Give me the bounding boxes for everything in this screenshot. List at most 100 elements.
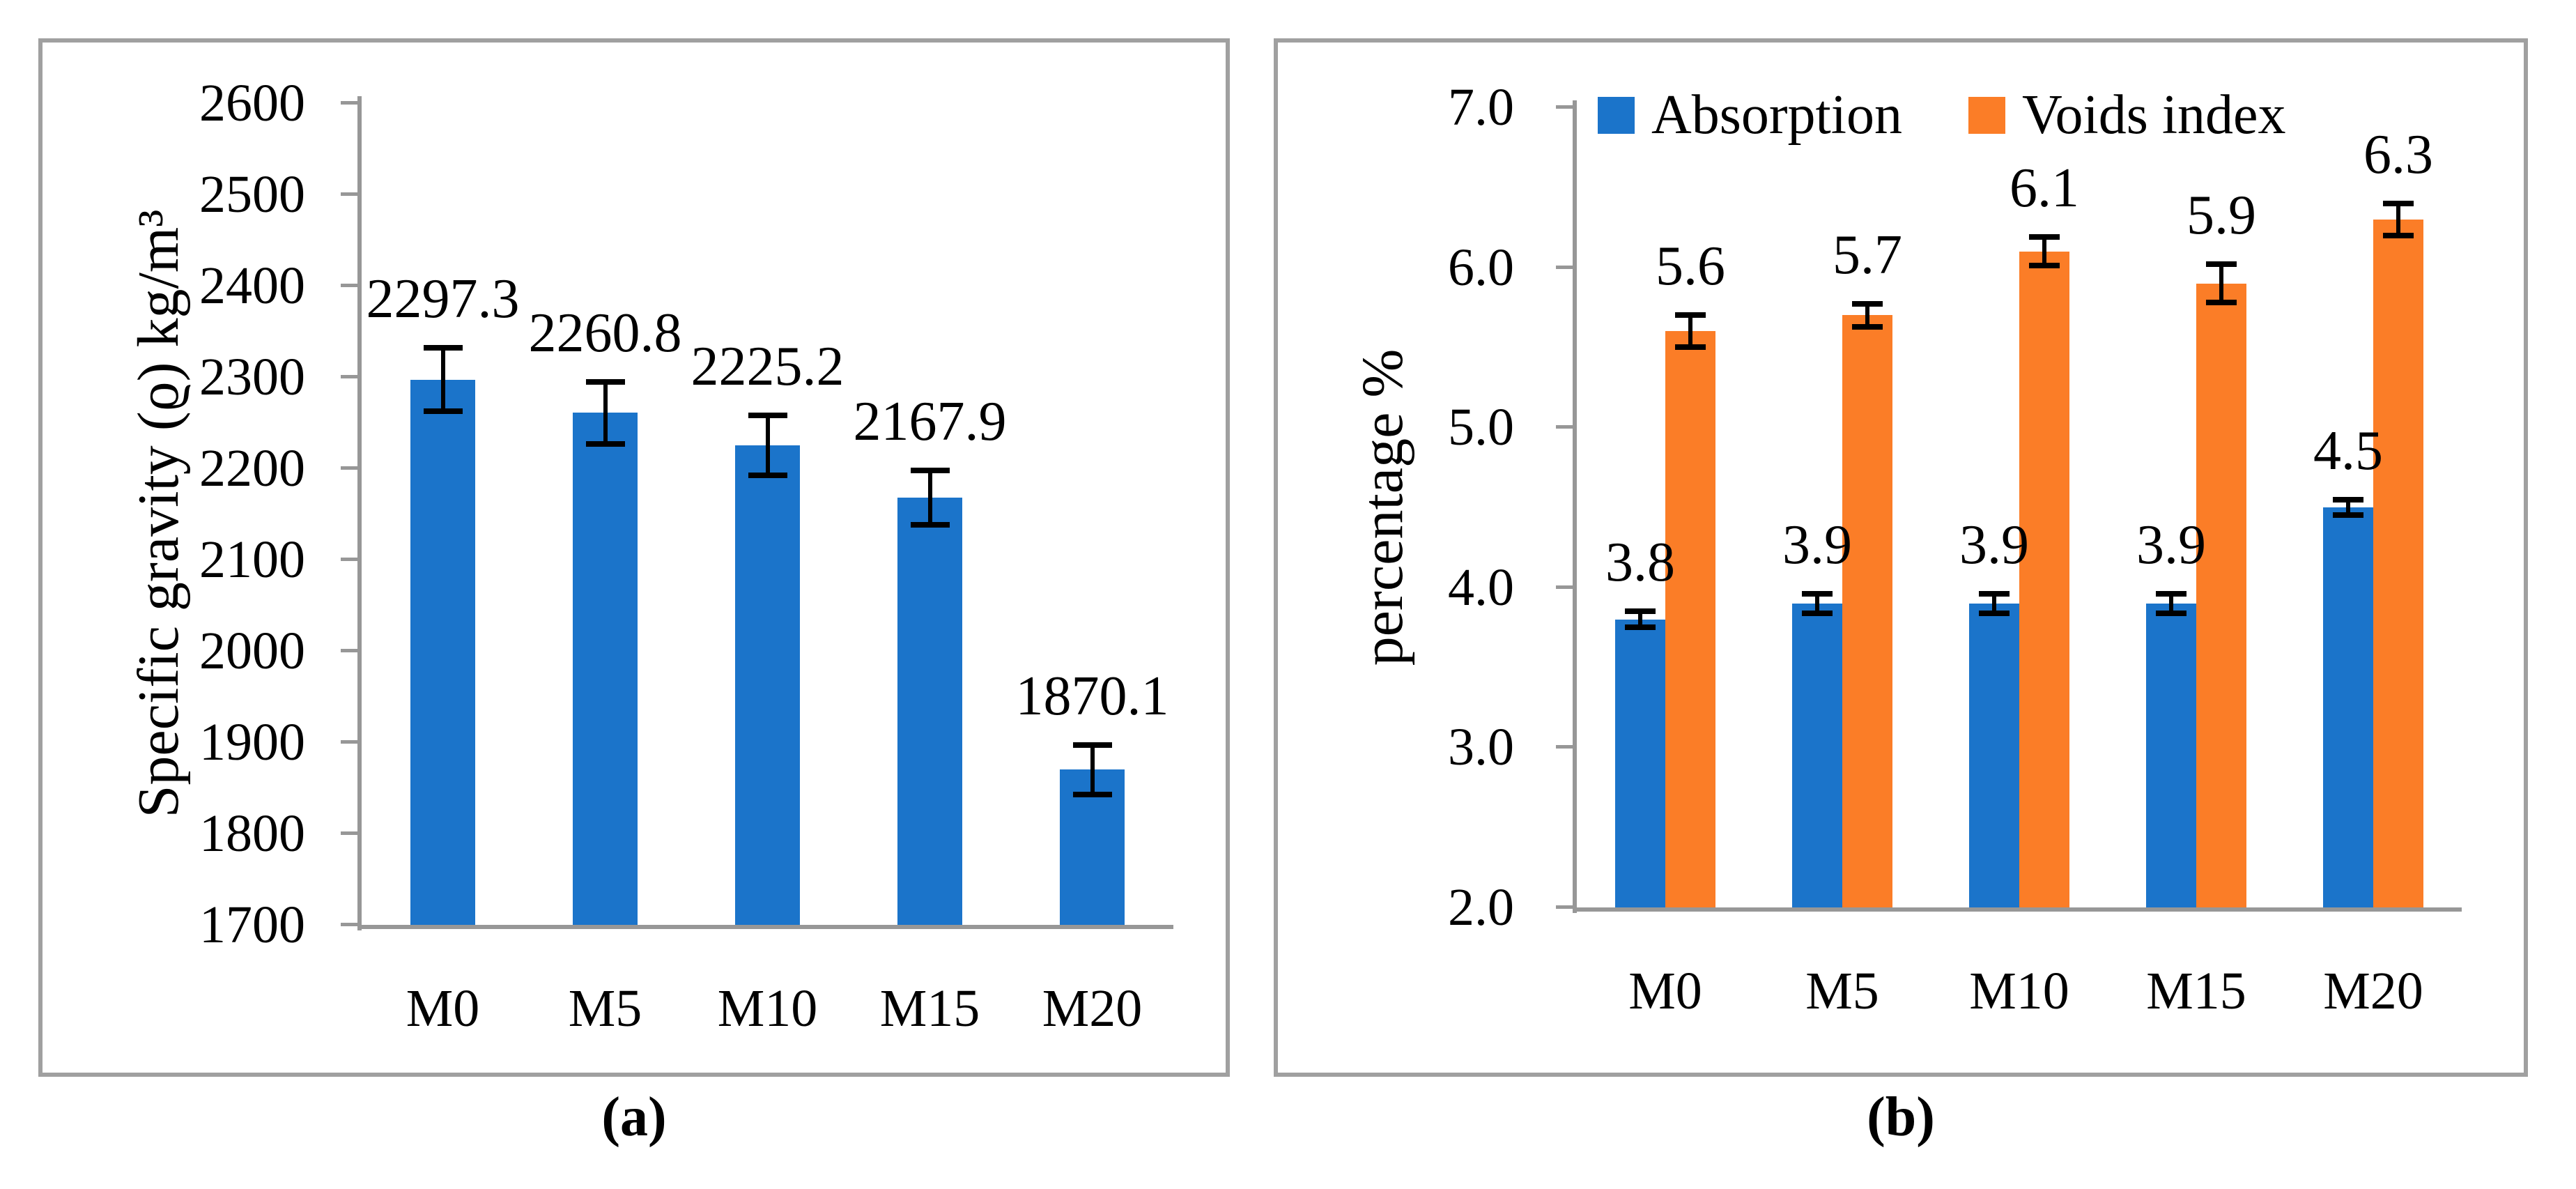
y-tick-label: 1800 (199, 804, 305, 863)
error-bar-cap-bottom (585, 440, 625, 447)
error-bar-line (440, 347, 445, 412)
y-tick-label: 1900 (199, 713, 305, 772)
y-axis-line (1573, 100, 1577, 913)
error-bar-cap-top (2383, 200, 2414, 206)
y-tick-label: 2100 (199, 530, 305, 589)
bar-absorption (1969, 603, 2019, 907)
error-bar-line (765, 415, 770, 476)
value-label: 2167.9 (853, 390, 1007, 452)
bar-specific-gravity (735, 445, 800, 925)
value-label: 1870.1 (1015, 665, 1169, 727)
legend-label: Absorption (1651, 84, 1902, 146)
error-bar-cap-bottom (1979, 610, 2010, 616)
panel-a-caption: (a) (601, 1087, 667, 1148)
x-category-label: M20 (1042, 979, 1143, 1038)
x-category-label: M10 (717, 979, 818, 1038)
y-tick-label: 3.0 (1448, 718, 1514, 777)
y-tick-mark (1556, 745, 1573, 749)
error-bar-line (1865, 304, 1869, 327)
value-label: 3.9 (2136, 514, 2206, 576)
y-tick-label: 2200 (199, 439, 305, 498)
value-label: 2297.3 (366, 268, 520, 330)
error-bar-line (2169, 593, 2173, 613)
error-bar-line (1688, 315, 1692, 348)
y-axis-line (357, 96, 362, 930)
bar-absorption (2146, 603, 2196, 907)
error-bar-line (1992, 593, 1996, 613)
y-tick-label: 2500 (199, 165, 305, 224)
value-label: 4.5 (2313, 420, 2383, 482)
error-bar-cap-bottom (2383, 232, 2414, 238)
y-tick-mark (341, 192, 357, 196)
y-tick-label: 7.0 (1448, 78, 1514, 137)
error-bar-cap-top (910, 467, 950, 473)
y-tick-mark (341, 923, 357, 926)
error-bar-line (1090, 744, 1095, 795)
error-bar-cap-bottom (910, 522, 950, 528)
x-category-label: M5 (1805, 962, 1879, 1020)
error-bar-cap-top (1852, 301, 1883, 307)
y-tick-mark (341, 740, 357, 744)
error-bar-cap-top (2156, 590, 2186, 597)
chart-absorption-voids: percentage % 7.0 6.0 5.0 4.0 3.0 2.0 3.8 3.9 3.9 3… (1278, 43, 2524, 1073)
value-label: 5.7 (1833, 224, 1902, 286)
error-bar-cap-bottom (1802, 610, 1833, 616)
x-axis-line (357, 925, 1173, 929)
bar-voids-index (1842, 315, 1892, 907)
chart-specific-gravity: Specific gravity (ϱ) kg/m³ 2600 2500 2400 23… (43, 43, 1226, 1073)
y-tick-mark (1556, 265, 1573, 269)
y-tick-mark (1556, 105, 1573, 109)
y-tick-mark (341, 831, 357, 835)
bar-absorption (1615, 619, 1665, 907)
error-bar-cap-top (1802, 590, 1833, 597)
error-bar-line (1638, 611, 1642, 628)
x-category-label: M5 (568, 979, 642, 1038)
error-bar-cap-top (1625, 608, 1656, 615)
error-bar-line (2219, 264, 2223, 303)
y-tick-mark (341, 649, 357, 652)
value-label: 3.9 (1782, 514, 1852, 576)
legend-label: Voids index (2022, 84, 2286, 146)
error-bar-cap-top (1979, 590, 2010, 597)
y-tick-mark (1556, 585, 1573, 589)
error-bar-line (927, 470, 932, 526)
error-bar-cap-top (2206, 261, 2237, 267)
y-tick-label: 2300 (199, 348, 305, 406)
y-tick-label: 2600 (199, 74, 305, 132)
y-tick-label: 2400 (199, 256, 305, 315)
x-category-label: M0 (1628, 962, 1702, 1020)
value-label: 5.9 (2186, 185, 2256, 246)
legend: Absorption Voids index (1598, 84, 2352, 146)
x-category-label: M15 (879, 979, 980, 1038)
error-bar-cap-top (423, 344, 463, 351)
error-bar-cap-top (1072, 742, 1112, 748)
error-bar-cap-bottom (2029, 263, 2060, 269)
error-bar-cap-top (2333, 496, 2363, 503)
y-tick-mark (341, 284, 357, 287)
error-bar-cap-bottom (2333, 512, 2363, 519)
y-tick-label: 2000 (199, 622, 305, 680)
x-category-label: M15 (2146, 962, 2246, 1020)
error-bar-cap-bottom (1072, 791, 1112, 797)
error-bar-line (603, 381, 608, 444)
x-category-label: M10 (1969, 962, 2069, 1020)
error-bar-cap-top (1675, 312, 1706, 319)
bar-absorption (2323, 507, 2373, 907)
error-bar-cap-bottom (423, 408, 463, 415)
y-axis-title: percentage % (1350, 348, 1415, 666)
value-label: 3.9 (1959, 514, 2029, 576)
bar-specific-gravity (410, 379, 475, 925)
y-tick-label: 2.0 (1448, 878, 1514, 937)
y-tick-label: 1700 (199, 896, 305, 954)
bar-voids-index (2373, 219, 2423, 907)
legend-swatch-absorption (1598, 96, 1635, 134)
legend-swatch-voids-index (1968, 96, 2005, 134)
panel-b: percentage % 7.0 6.0 5.0 4.0 3.0 2.0 3.8 3.9 3.9 3… (1274, 38, 2528, 1077)
x-axis-line (1573, 907, 2462, 912)
error-bar-line (2396, 203, 2400, 236)
value-label: 2260.8 (528, 302, 682, 364)
y-tick-mark (341, 101, 357, 105)
y-tick-mark (341, 375, 357, 378)
bar-voids-index (1665, 331, 1715, 907)
